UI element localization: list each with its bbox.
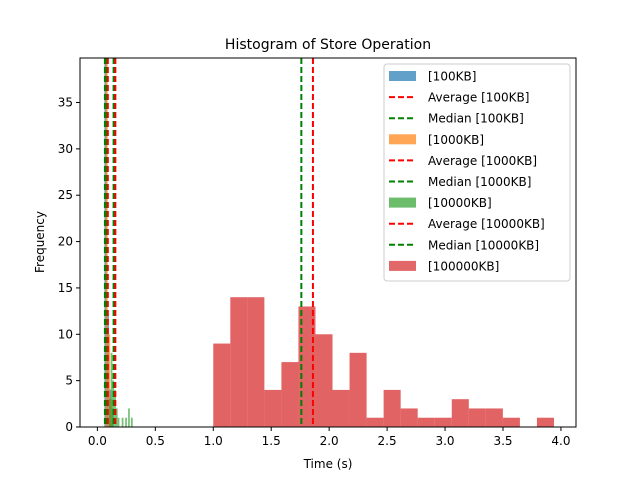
histogram-bar-s3-b8 bbox=[349, 352, 367, 427]
histogram-bar-s3-b5 bbox=[298, 306, 316, 427]
histogram-bar-s2-b9 bbox=[130, 417, 133, 427]
x-tick-label: 3.5 bbox=[493, 434, 512, 448]
histogram-bar-s2-b3 bbox=[114, 389, 116, 427]
legend-label: Average [100KB] bbox=[428, 91, 529, 105]
histogram-bar-s3-b19 bbox=[536, 417, 554, 427]
histogram-bar-s3-b11 bbox=[400, 408, 418, 427]
legend-patch bbox=[389, 197, 416, 208]
legend-label: [1000KB] bbox=[428, 133, 484, 147]
y-axis-title: Frequency bbox=[33, 211, 47, 273]
legend-label: [10000KB] bbox=[428, 196, 492, 210]
y-tick-label: 5 bbox=[65, 374, 73, 388]
histogram-bar-s2-b0 bbox=[108, 399, 111, 427]
y-tick-label: 0 bbox=[65, 420, 73, 434]
x-axis-ticks: 0.0 0.5 1.0 1.5 2.0 2.5 3.0 3.5 4.0 bbox=[88, 427, 570, 448]
histogram-bar-s1-b1 bbox=[107, 334, 111, 427]
histogram-bar-s3-b1 bbox=[230, 297, 248, 427]
y-tick-label: 10 bbox=[58, 327, 73, 341]
histogram-bar-s2-b5 bbox=[117, 417, 120, 427]
histogram-bar-s3-b13 bbox=[434, 417, 452, 427]
y-tick-label: 15 bbox=[58, 281, 73, 295]
y-tick-label: 20 bbox=[58, 235, 73, 249]
legend-patch bbox=[389, 71, 416, 81]
histogram-bars bbox=[104, 58, 554, 427]
legend-label: Median [100KB] bbox=[428, 112, 524, 126]
histogram-bar-s3-b6 bbox=[315, 334, 333, 427]
histogram-bar-s3-b3 bbox=[264, 389, 282, 427]
histogram-bar-s3-b4 bbox=[281, 362, 299, 427]
legend-patch bbox=[389, 134, 416, 145]
histogram-bar-s2-b8 bbox=[128, 408, 130, 427]
histogram-bar-s2-b7 bbox=[125, 417, 127, 427]
legend-label: [100KB] bbox=[428, 70, 476, 84]
y-tick-label: 35 bbox=[58, 96, 73, 110]
y-tick-label: 25 bbox=[58, 188, 73, 202]
x-tick-label: 1.0 bbox=[204, 434, 223, 448]
legend-label: Average [10000KB] bbox=[428, 217, 545, 231]
legend-label: Median [1000KB] bbox=[428, 175, 531, 189]
histogram-bar-s3-b15 bbox=[468, 408, 486, 427]
x-tick-label: 1.5 bbox=[262, 434, 281, 448]
legend-box bbox=[383, 63, 571, 282]
y-axis-ticks: 0 5 10 15 20 25 30 35 bbox=[58, 96, 80, 434]
x-axis-title: Time (s) bbox=[303, 457, 353, 471]
x-tick-label: 2.0 bbox=[320, 434, 339, 448]
histogram-bar-s3-b10 bbox=[383, 389, 401, 427]
histogram-bar-s2-b6 bbox=[121, 417, 124, 427]
chart-title: Histogram of Store Operation bbox=[225, 37, 431, 53]
histogram-bar-s3-b16 bbox=[485, 408, 503, 427]
reference-lines bbox=[103, 58, 314, 427]
histogram-bar-s3-b2 bbox=[247, 297, 265, 427]
histogram-bar-s3-b14 bbox=[451, 399, 469, 427]
histogram-bar-s2-b4 bbox=[115, 408, 118, 427]
histogram-bar-s3-b0 bbox=[213, 343, 231, 427]
histogram-bar-s3-b17 bbox=[502, 417, 520, 427]
y-tick-label: 30 bbox=[58, 142, 73, 156]
histogram-bar-s3-b9 bbox=[366, 417, 384, 427]
legend-label: Median [10000KB] bbox=[428, 238, 539, 252]
x-tick-label: 3.0 bbox=[435, 434, 454, 448]
legend-label: [100000KB] bbox=[428, 259, 499, 273]
histogram-bar-s2-b1 bbox=[110, 352, 113, 427]
x-tick-label: 4.0 bbox=[551, 434, 570, 448]
chart-legend: [100KB] Average [100KB] Median [100KB] [100… bbox=[383, 63, 571, 282]
plot-frame bbox=[79, 57, 577, 428]
x-tick-label: 0.0 bbox=[88, 434, 107, 448]
x-tick-label: 2.5 bbox=[378, 434, 397, 448]
legend-label: Average [1000KB] bbox=[428, 154, 537, 168]
legend-patch bbox=[389, 260, 416, 271]
histogram-bar-s3-b7 bbox=[332, 389, 350, 427]
x-tick-label: 0.5 bbox=[146, 434, 165, 448]
histogram-bar-s3-b12 bbox=[417, 417, 435, 427]
